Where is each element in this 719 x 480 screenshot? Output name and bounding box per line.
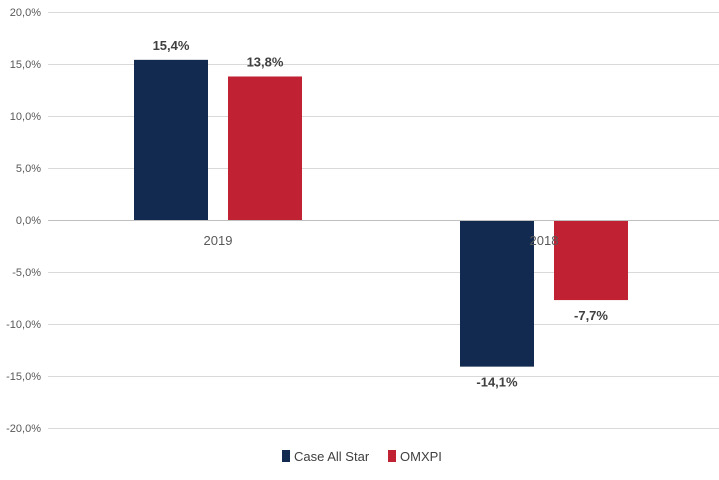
legend-label: Case All Star	[294, 449, 370, 464]
bar-omxpi-2019	[228, 76, 302, 220]
y-tick-label: -15,0%	[6, 371, 41, 383]
y-tick-label: 20,0%	[10, 7, 41, 19]
legend-swatch	[282, 450, 290, 462]
bar-case-all-star-2019	[134, 59, 208, 221]
legend-label: OMXPI	[400, 449, 442, 464]
data-labels: 15,4% -14,1% 13,8% -7,7%	[153, 38, 609, 390]
y-tick-label: 0,0%	[16, 215, 41, 227]
bars	[134, 59, 628, 367]
category-labels: 2019 2018	[204, 233, 559, 248]
y-tick-label: 10,0%	[10, 111, 41, 123]
y-tick-label: 5,0%	[16, 163, 41, 175]
legend-swatch	[388, 450, 396, 462]
data-label: -14,1%	[476, 375, 518, 390]
category-label: 2018	[530, 233, 559, 248]
y-tick-label: -5,0%	[12, 267, 41, 279]
data-label: -7,7%	[574, 308, 608, 323]
bar-omxpi-2018	[554, 220, 628, 301]
category-label: 2019	[204, 233, 233, 248]
data-label: 13,8%	[247, 54, 284, 69]
y-tick-label: -10,0%	[6, 319, 41, 331]
y-axis-tick-labels: 20,0% 15,0% 10,0% 5,0% 0,0% -5,0% -10,0% -15,0%…	[6, 7, 41, 435]
bar-case-all-star-2018	[460, 220, 534, 367]
data-label: 15,4%	[153, 38, 190, 53]
legend: Case All Star OMXPI	[282, 449, 442, 464]
y-tick-label: -20,0%	[6, 423, 41, 435]
y-tick-label: 15,0%	[10, 59, 41, 71]
